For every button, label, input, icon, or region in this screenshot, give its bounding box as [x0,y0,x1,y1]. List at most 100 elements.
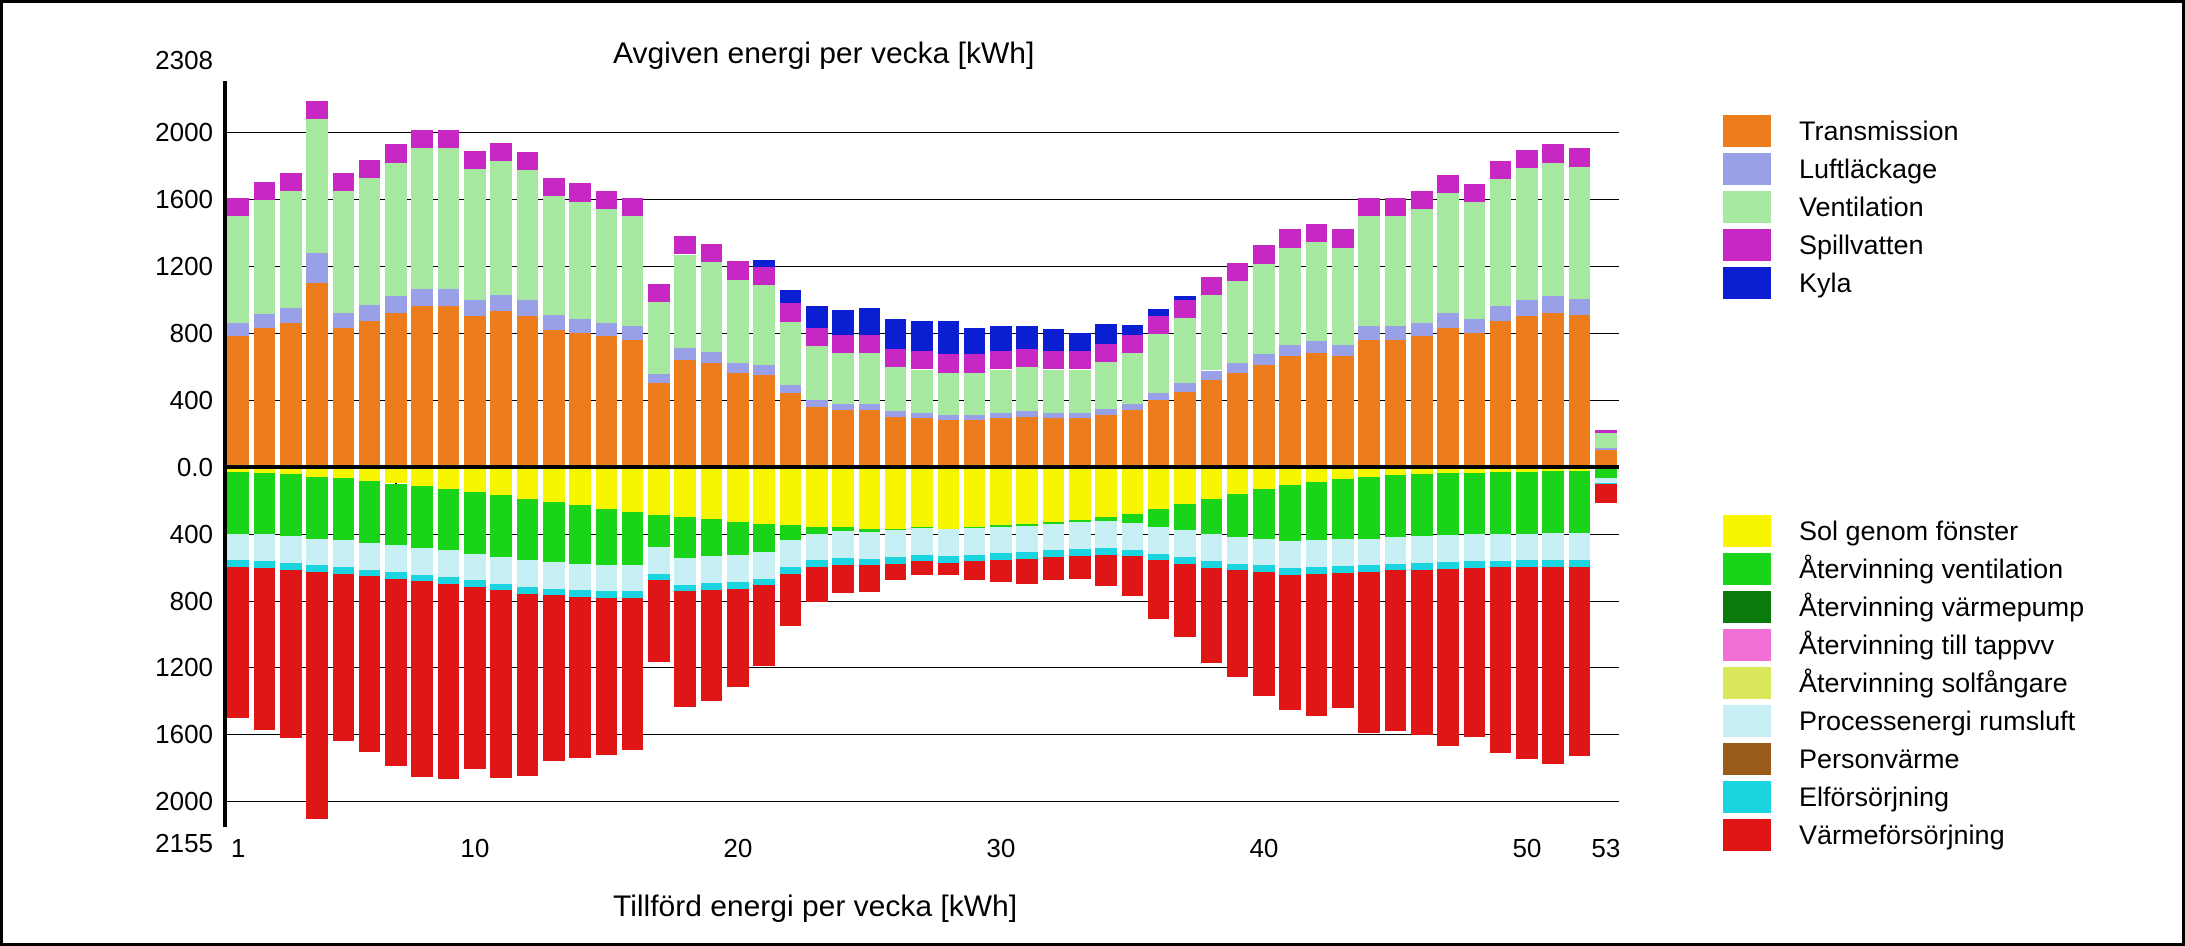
bar-top-spillvatten [1253,245,1275,263]
bar-top-luftlackage [832,404,854,410]
bar-bottom-process [1516,534,1538,561]
bar-bottom-process [1227,537,1249,564]
bar-top-kyla [859,308,881,335]
bar-bottom-atervinning_vent [1516,472,1538,534]
bar-top-transmission [280,323,302,467]
bar-bottom-process [1148,527,1170,554]
bar-top-transmission [1358,340,1380,467]
bar-bottom-atervinning_vent [1122,514,1144,523]
bar-bottom-el [1542,560,1564,567]
bar-top-ventilation [464,169,486,299]
bar-top-luftlackage [1306,341,1328,353]
y-bottom-tick: 2000 [103,786,213,817]
bar-bottom-atervinning_vent [1201,499,1223,535]
bar-top-kyla [832,310,854,335]
legend-item: Processenergi rumsluft [1723,705,2084,737]
bar-bottom-atervinning_vent [1174,504,1196,531]
bar-top-luftlackage [464,300,486,317]
legend-item: Värmeförsörjning [1723,819,2084,851]
bar-bottom-el [1095,548,1117,555]
bar-bottom-atervinning_vent [464,492,486,554]
bar-bottom-el [701,583,723,590]
bar-top-luftlackage [1569,299,1591,315]
bar-top-transmission [1490,321,1512,466]
bar-bottom-atervinning_vent [490,495,512,557]
bar-bottom-varme [596,598,618,755]
bar-top-spillvatten [280,173,302,191]
bar-bottom-atervinning_vent [1542,471,1564,533]
bar-bottom-el [1069,549,1091,556]
bar-bottom-sol [911,467,933,527]
bar-top-ventilation [280,191,302,308]
legend-label: Återvinning till tappvv [1799,630,2054,661]
bar-top-luftlackage [1332,345,1354,357]
bar-bottom-sol [859,467,881,529]
bar-top-spillvatten [385,144,407,162]
bar-bottom-varme [1253,572,1275,696]
bar-bottom-el [780,567,802,574]
bar-bottom-atervinning_vent [1385,475,1407,537]
bar-bottom-process [1490,534,1512,561]
bar-top-luftlackage [306,253,328,283]
bar-bottom-el [674,585,696,592]
bar-bottom-sol [1201,467,1223,499]
bar-bottom-sol [938,467,960,529]
bar-top-spillvatten [885,349,907,367]
bar-bottom-varme [622,598,644,750]
bar-bottom-varme [885,564,907,581]
bar-bottom-varme [832,565,854,593]
bar-bottom-el [333,567,355,574]
bar-top-kyla [885,319,907,349]
bar-top-ventilation [1227,281,1249,363]
bar-top-ventilation [1122,353,1144,403]
bar-top-spillvatten [254,182,276,200]
bar-bottom-process [938,529,960,556]
bar-bottom-el [859,559,881,566]
bar-bottom-process [1542,533,1564,560]
bar-top-ventilation [622,216,644,326]
bar-bottom-el [1253,565,1275,572]
bar-top-transmission [543,330,565,467]
bar-bottom-process [596,565,618,592]
bar-top-ventilation [1595,433,1617,448]
bar-bottom-el [832,558,854,565]
bar-bottom-process [990,527,1012,554]
bar-top-luftlackage [1358,326,1380,339]
bar-bottom-sol [701,467,723,519]
bar-top-luftlackage [1542,296,1564,313]
bar-top-luftlackage [938,415,960,420]
bar-bottom-process [280,536,302,563]
bar-top-transmission [306,283,328,467]
bar-bottom-process [1411,536,1433,563]
bar-top-kyla [1148,309,1170,316]
bar-top-ventilation [1016,367,1038,410]
bar-bottom-sol [806,467,828,527]
bar-bottom-varme [1464,568,1486,737]
bar-top-transmission [1227,373,1249,467]
legend-label: Återvinning ventilation [1799,554,2063,585]
bar-bottom-process [227,534,249,561]
bar-bottom-el [1516,560,1538,567]
bar-top-spillvatten [727,261,749,279]
bar-top-spillvatten [569,183,591,201]
y-top-tick: 1200 [103,251,213,282]
bar-top-ventilation [1385,216,1407,326]
legend-item: Kyla [1723,267,1959,299]
bar-top-spillvatten [1148,316,1170,334]
y-bottom-max-label: 2155 [103,828,213,859]
bar-top-luftlackage [964,415,986,420]
bar-bottom-atervinning_vent [1332,479,1354,539]
bar-bottom-process [1069,522,1091,549]
bar-top-spillvatten [806,328,828,346]
bar-bottom-varme [990,560,1012,582]
bar-top-luftlackage [885,411,907,417]
bar-top-luftlackage [622,326,644,339]
bar-top-transmission [1542,313,1564,467]
legend-label: Spillvatten [1799,230,1924,261]
bar-bottom-el [753,579,775,586]
bar-top-luftlackage [727,363,749,373]
bar-bottom-process [1437,535,1459,562]
bar-top-luftlackage [806,400,828,407]
bar-bottom-atervinning_vent [227,472,249,534]
bar-top-luftlackage [385,296,407,313]
